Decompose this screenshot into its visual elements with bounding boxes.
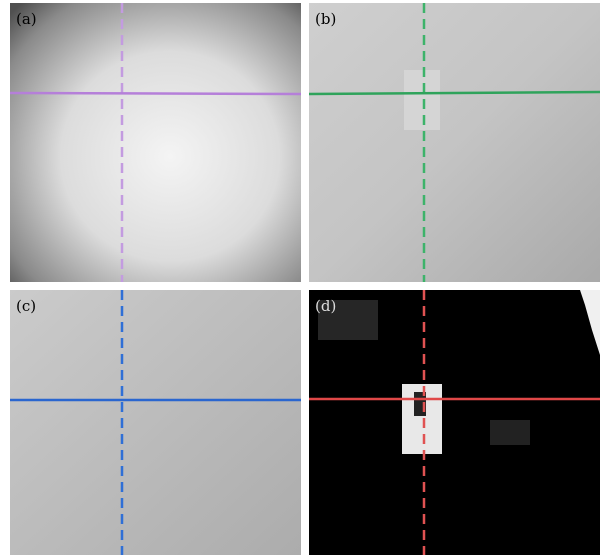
panel-c: (c): [10, 290, 301, 555]
object-shadow: [404, 70, 440, 130]
panel-label: (b): [315, 10, 336, 28]
figure: (a) (b) (c) (d): [0, 0, 603, 558]
panel-d: (d): [309, 290, 600, 555]
horizontal-profile: [10, 93, 301, 94]
panel-label: (d): [315, 297, 336, 315]
panel-a: (a): [10, 3, 301, 282]
noise-region: [490, 420, 530, 445]
panel-label: (a): [16, 10, 37, 28]
panel-label: (c): [16, 297, 36, 315]
panel-b: (b): [309, 3, 600, 282]
image: [309, 3, 600, 282]
image: [10, 3, 301, 282]
image: [10, 290, 301, 555]
